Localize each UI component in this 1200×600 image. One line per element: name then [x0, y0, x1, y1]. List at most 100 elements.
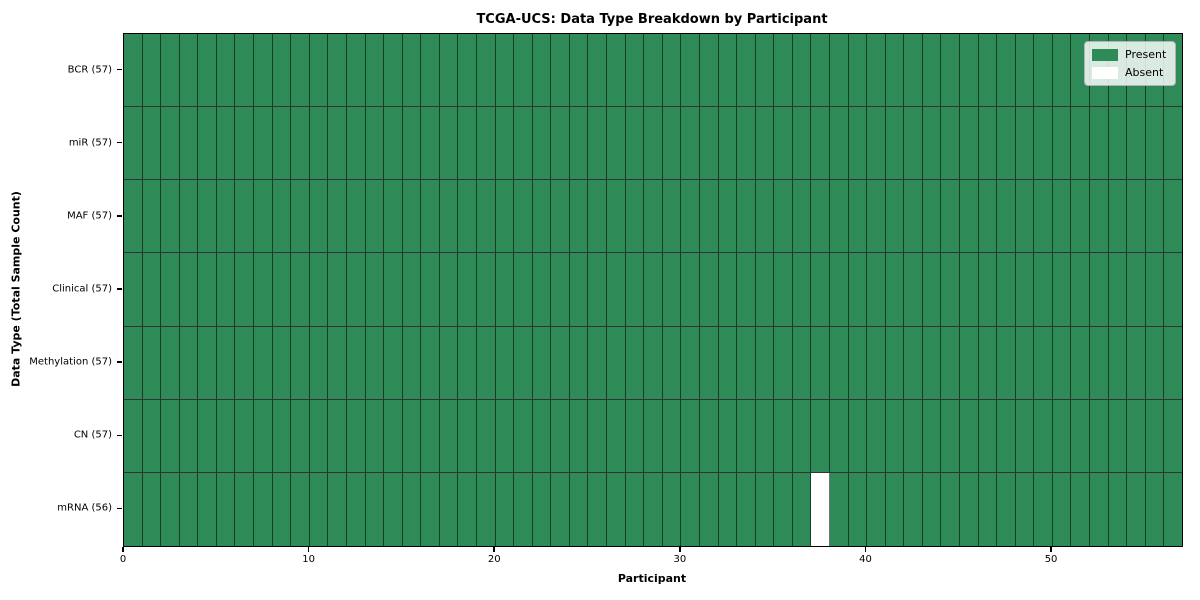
chart-title: TCGA-UCS: Data Type Breakdown by Partici… [476, 12, 828, 27]
heatmap-cell-present [1071, 253, 1091, 326]
heatmap-cell-present [755, 180, 775, 253]
heatmap-cell-present [365, 399, 385, 472]
heatmap-cell-present [960, 180, 979, 253]
y-tick-label: MAF (57) [67, 210, 112, 222]
heatmap-cell-present [848, 180, 868, 253]
heatmap-cell-present [1127, 253, 1146, 326]
heatmap-cell-present [625, 326, 645, 399]
heatmap-cell-present [774, 326, 793, 399]
heatmap-cell-present [551, 34, 570, 107]
heatmap-cell-present [476, 180, 496, 253]
heatmap-cell-present [1108, 253, 1128, 326]
y-tick-label: mRNA (56) [57, 502, 112, 514]
heatmap-cell-present [960, 326, 979, 399]
heatmap-cell-present [272, 253, 292, 326]
heatmap-cell-present [439, 472, 459, 546]
heatmap-cell-present [1015, 34, 1035, 107]
heatmap-cell-present [607, 399, 626, 472]
heatmap-cell-present [551, 253, 570, 326]
heatmap-cell-present [607, 253, 626, 326]
heatmap-cell-present [885, 180, 905, 253]
heatmap-cell-present [588, 180, 608, 253]
heatmap-cell-present [532, 253, 552, 326]
heatmap-cell-present [1164, 253, 1182, 326]
heatmap-cell-present [792, 399, 812, 472]
heatmap-cell-present [235, 253, 255, 326]
heatmap-cell-present [346, 399, 366, 472]
heatmap-cell-present [551, 180, 570, 253]
heatmap-cell-present [365, 253, 385, 326]
heatmap-cell-present [699, 253, 719, 326]
heatmap-cell-present [978, 34, 998, 107]
heatmap-cell-present [402, 34, 422, 107]
heatmap-cell-present [755, 326, 775, 399]
heatmap-cell-present [922, 472, 942, 546]
heatmap-cell-present [235, 399, 255, 472]
heatmap-cell-present [792, 180, 812, 253]
heatmap-cell-present [235, 107, 255, 180]
x-tick-mark [1050, 546, 1052, 552]
heatmap-cell-present [421, 180, 440, 253]
heatmap-cell-present [1071, 326, 1091, 399]
heatmap-cell-present [885, 472, 905, 546]
heatmap-cell-present [662, 399, 682, 472]
heatmap-cell-present [662, 34, 682, 107]
heatmap-cell-present [1071, 399, 1091, 472]
heatmap-cell-present [978, 326, 998, 399]
heatmap-cell-present [291, 399, 310, 472]
heatmap-cell-present [161, 399, 180, 472]
heatmap-cell-present [737, 253, 756, 326]
y-tick-mark [117, 141, 122, 144]
heatmap-cell-present [1015, 107, 1035, 180]
heatmap-cell-present [904, 253, 923, 326]
heatmap-cell-present [272, 107, 292, 180]
heatmap-cell-present [662, 472, 682, 546]
heatmap-cell-present [699, 107, 719, 180]
heatmap-cell-present [421, 253, 440, 326]
heatmap-cell-present [848, 399, 868, 472]
heatmap-cell-present [1108, 180, 1128, 253]
heatmap-cell-present [774, 472, 793, 546]
heatmap-cell-present [272, 399, 292, 472]
heatmap-cell-present [476, 326, 496, 399]
heatmap-cell-present [1052, 472, 1072, 546]
heatmap-cell-present [904, 326, 923, 399]
heatmap-cell-present [142, 107, 162, 180]
heatmap-cell-present [997, 399, 1016, 472]
heatmap-cell-present [1034, 253, 1053, 326]
heatmap-cell-present [346, 326, 366, 399]
heatmap-cell-present [402, 472, 422, 546]
heatmap-cell-present [960, 253, 979, 326]
heatmap-cell-present [792, 253, 812, 326]
heatmap-row-methylation [124, 326, 1182, 400]
heatmap-cell-present [1015, 472, 1035, 546]
heatmap-cell-present [1145, 326, 1165, 399]
heatmap-cell-present [142, 253, 162, 326]
heatmap-cell-present [737, 34, 756, 107]
heatmap-cell-present [161, 326, 180, 399]
heatmap-cell-present [476, 107, 496, 180]
heatmap-cell-present [644, 253, 663, 326]
heatmap-cell-present [774, 399, 793, 472]
heatmap-cell-present [978, 107, 998, 180]
heatmap-cell-present [1015, 253, 1035, 326]
heatmap-cell-present [346, 253, 366, 326]
heatmap-cell-present [254, 253, 273, 326]
heatmap-cell-present [458, 180, 477, 253]
heatmap-cell-present [997, 472, 1016, 546]
heatmap-cell-present [644, 107, 663, 180]
heatmap-cell-present [829, 326, 849, 399]
heatmap-cell-present [365, 180, 385, 253]
heatmap-cell-present [161, 472, 180, 546]
heatmap-row-mrna [124, 472, 1182, 546]
heatmap-cell-present [216, 34, 236, 107]
heatmap-cell-present [439, 107, 459, 180]
heatmap-cell-present [142, 34, 162, 107]
heatmap-cell-present [885, 326, 905, 399]
heatmap-cell-present [384, 399, 403, 472]
heatmap-cell-present [978, 180, 998, 253]
heatmap-cell-present [1090, 472, 1109, 546]
heatmap-cell-present [1034, 472, 1053, 546]
heatmap-cell-present [774, 107, 793, 180]
